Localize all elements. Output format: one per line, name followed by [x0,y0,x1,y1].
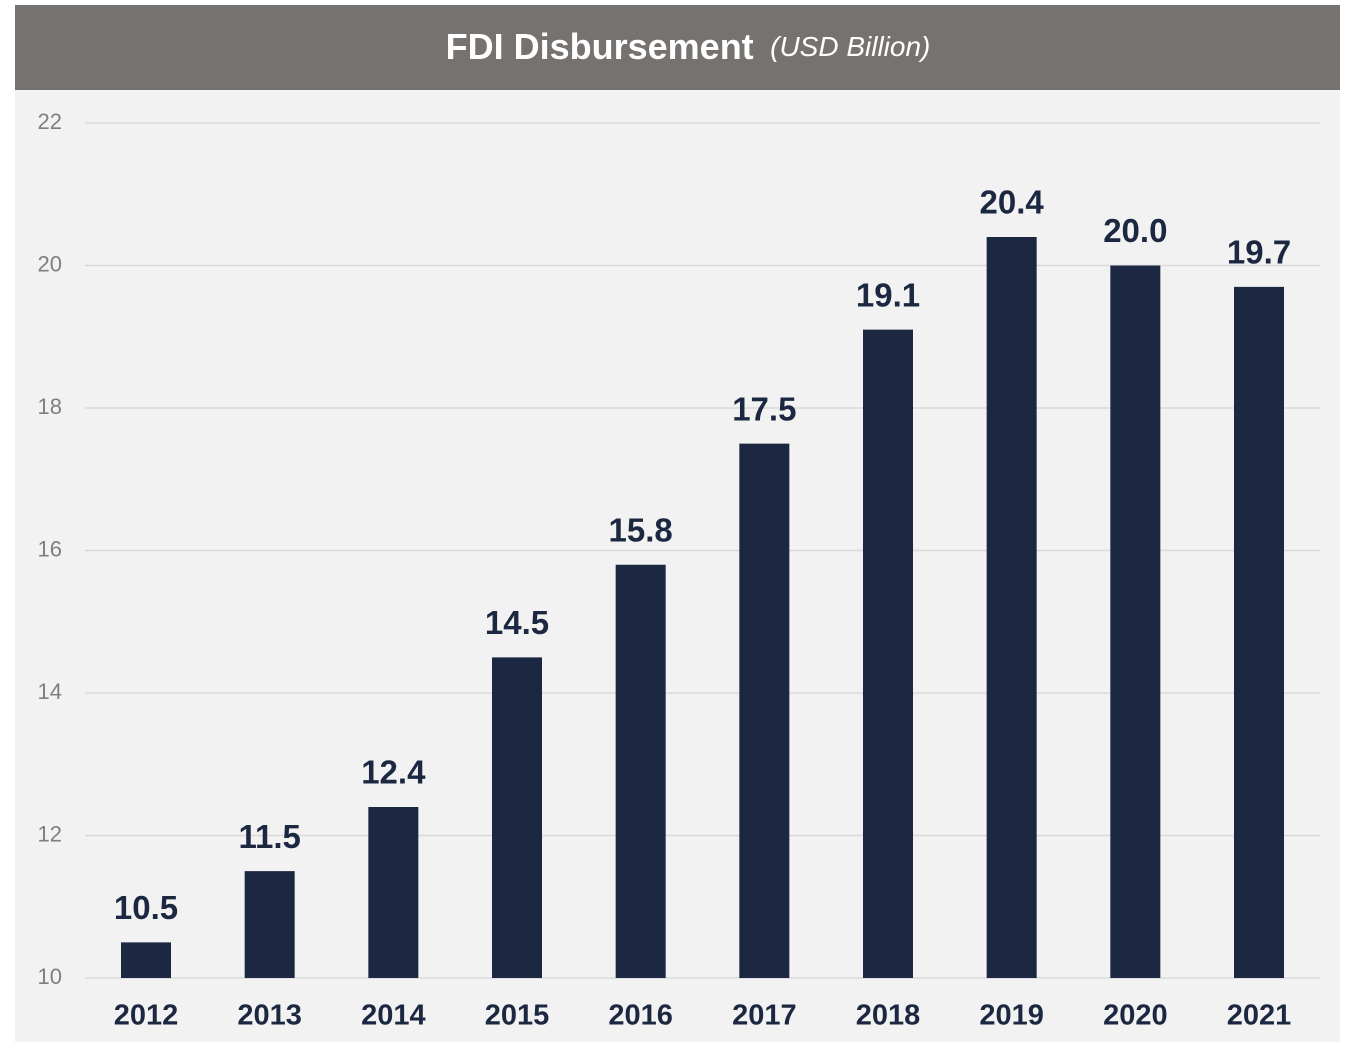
bar [121,942,171,978]
chart-title-group: FDI Disbursement (USD Billion) [446,26,931,67]
data-label: 15.8 [609,511,673,548]
data-label: 10.5 [114,889,178,926]
bar [368,807,419,978]
bar [1110,265,1161,978]
data-label: 17.5 [732,390,796,427]
x-tick-label: 2019 [979,1000,1044,1032]
chart-subtitle: (USD Billion) [770,31,930,62]
x-tick-label: 2018 [856,1000,921,1032]
x-tick-label: 2016 [608,1000,673,1032]
data-label: 11.5 [238,818,300,855]
x-tick-label: 2020 [1103,1000,1168,1032]
y-tick-label: 16 [38,536,62,561]
y-tick-label: 22 [38,109,62,134]
y-tick-label: 14 [38,679,62,704]
y-tick-label: 12 [38,821,62,846]
bar [986,237,1037,978]
data-label: 14.5 [485,604,549,641]
bar [1234,286,1284,978]
data-label: 19.7 [1227,234,1291,271]
data-label: 20.0 [1103,212,1167,249]
data-label: 20.4 [980,184,1045,221]
data-label: 19.1 [856,276,920,313]
bar [244,871,295,978]
x-tick-label: 2014 [361,1000,426,1032]
bar [492,657,542,978]
data-label: 12.4 [361,754,426,791]
x-tick-label: 2021 [1227,1000,1292,1032]
y-tick-label: 10 [38,964,62,989]
title-band [15,5,1340,90]
y-tick-label: 18 [38,394,62,419]
chart-title: FDI Disbursement [446,26,754,67]
x-tick-label: 2012 [114,1000,179,1032]
bar [739,443,790,978]
bar [863,329,913,978]
y-tick-label: 20 [38,251,62,276]
x-tick-label: 2015 [485,1000,550,1032]
x-tick-label: 2017 [732,1000,797,1032]
x-tick-label: 2013 [237,1000,302,1032]
bar [615,564,666,978]
